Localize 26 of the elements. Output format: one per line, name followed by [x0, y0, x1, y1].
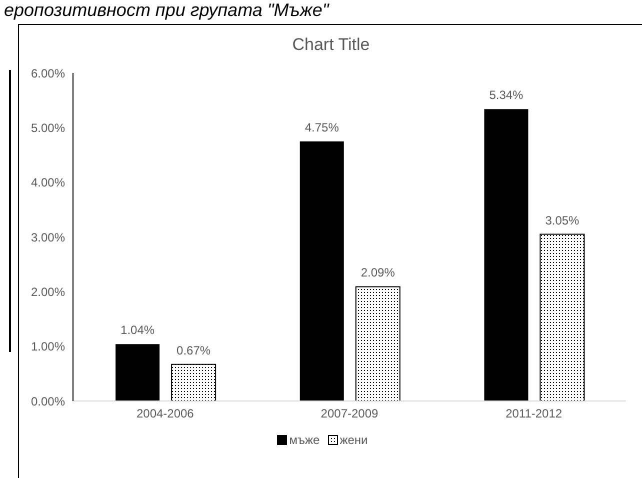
bar [116, 344, 160, 401]
y-tick-label: 5.00% [30, 120, 66, 135]
text: еропозитивност при групата "Мъже" [4, 0, 329, 21]
bar [484, 109, 528, 401]
y-tick-label: 1.00% [30, 340, 66, 354]
y-tick-label: 2.00% [30, 284, 66, 299]
legend-label: жени [340, 433, 368, 447]
data-label: 5.34% [489, 88, 524, 102]
data-label: 1.04% [120, 323, 155, 338]
data-label: 2.09% [360, 266, 396, 280]
data-label: 0.67% [176, 343, 211, 358]
data-label: 3.05% [545, 213, 580, 228]
bar [355, 286, 400, 401]
data-label: 4.75% [304, 120, 340, 134]
y-tick-label: 4.00% [30, 176, 66, 190]
y-tick-label: 6.00% [30, 66, 66, 80]
x-tick-label: 2011-2012 [506, 406, 562, 421]
bar [171, 364, 216, 401]
x-tick-label: 2007-2009 [320, 406, 379, 421]
y-tick-label: 3.00% [30, 230, 66, 244]
y-tick-label: 0.00% [30, 394, 66, 408]
legend-label: мъже [289, 433, 320, 447]
bar [540, 234, 585, 401]
bar [300, 141, 344, 401]
chart-title: Chart Title [291, 35, 371, 56]
x-tick-label: 2004-2006 [136, 406, 194, 421]
